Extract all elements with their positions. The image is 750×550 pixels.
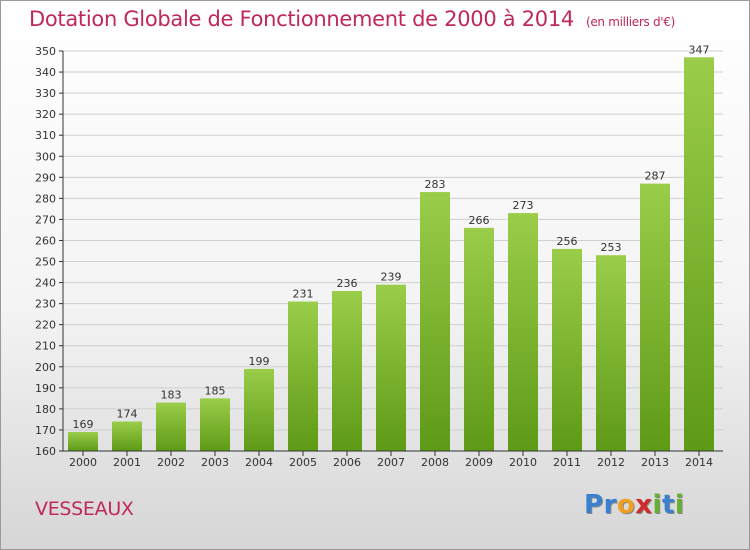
bars: 169 174 183 185 199 231 236 239 283 266 273 256 253 2… bbox=[68, 43, 714, 452]
x-tick-label: 2013 bbox=[641, 456, 669, 469]
bar bbox=[508, 213, 538, 451]
data-label: 283 bbox=[425, 178, 446, 191]
y-tick-label: 200 bbox=[35, 361, 56, 374]
y-tick-label: 320 bbox=[35, 108, 56, 121]
data-label: 273 bbox=[513, 199, 534, 212]
bar bbox=[112, 421, 142, 451]
x-tick-label: 2001 bbox=[113, 456, 141, 469]
data-label: 236 bbox=[337, 277, 358, 290]
x-tick-label: 2003 bbox=[201, 456, 229, 469]
data-label: 287 bbox=[645, 170, 666, 183]
data-label: 347 bbox=[689, 43, 710, 56]
data-label: 169 bbox=[73, 418, 94, 431]
x-tick-label: 2007 bbox=[377, 456, 405, 469]
bar bbox=[464, 227, 494, 451]
logo-letter: P bbox=[584, 490, 604, 520]
unit-note: (en milliers d'€) bbox=[585, 15, 675, 29]
y-tick-label: 230 bbox=[35, 298, 56, 311]
data-label: 239 bbox=[381, 271, 402, 284]
x-tick-label: 2005 bbox=[289, 456, 317, 469]
bar bbox=[200, 398, 230, 451]
bar bbox=[684, 57, 714, 451]
data-label: 231 bbox=[293, 288, 314, 301]
y-tick-label: 270 bbox=[35, 213, 56, 226]
y-tick-label: 290 bbox=[35, 171, 56, 184]
y-tick-label: 180 bbox=[35, 403, 56, 416]
y-tick-label: 350 bbox=[35, 45, 56, 58]
x-tick-label: 2006 bbox=[333, 456, 361, 469]
title-text: Dotation Globale de Fonctionnement de 20… bbox=[29, 7, 574, 31]
data-label: 199 bbox=[249, 355, 270, 368]
data-label: 253 bbox=[601, 241, 622, 254]
y-tick-label: 210 bbox=[35, 340, 56, 353]
y-tick-label: 250 bbox=[35, 256, 56, 269]
x-tick-label: 2004 bbox=[245, 456, 273, 469]
x-tick-label: 2010 bbox=[509, 456, 537, 469]
x-axis: 2000 2001 2002 2003 2004 2005 2006 2007 2008 2009… bbox=[63, 450, 723, 469]
y-tick-label: 260 bbox=[35, 234, 56, 247]
data-label: 174 bbox=[117, 408, 138, 421]
logo-letter: x bbox=[635, 490, 653, 520]
logo-letter: t bbox=[661, 490, 675, 520]
y-tick-label: 280 bbox=[35, 192, 56, 205]
data-label: 185 bbox=[205, 384, 226, 397]
logo-letter: o bbox=[616, 490, 636, 520]
y-tick-label: 170 bbox=[35, 424, 56, 437]
bar bbox=[552, 248, 582, 451]
logo-letter: i bbox=[674, 490, 685, 520]
y-tick-label: 310 bbox=[35, 129, 56, 142]
proxiti-logo[interactable]: Proxiti bbox=[584, 490, 684, 520]
y-tick-label: 300 bbox=[35, 150, 56, 163]
y-tick-label: 160 bbox=[35, 445, 56, 458]
data-label: 266 bbox=[469, 214, 490, 227]
logo-letter: i bbox=[652, 490, 662, 520]
commune-name: VESSEAUX bbox=[35, 498, 134, 520]
chart-title: Dotation Globale de Fonctionnement de 20… bbox=[29, 7, 675, 31]
x-tick-label: 2002 bbox=[157, 456, 185, 469]
bar bbox=[376, 284, 406, 451]
bar bbox=[420, 192, 450, 452]
bar bbox=[332, 291, 362, 451]
x-tick-label: 2012 bbox=[597, 456, 625, 469]
logo-letter: r bbox=[603, 490, 617, 520]
y-axis: 160 170 180 190 200 210 220 230 240 250 260 270 280 2… bbox=[35, 45, 64, 458]
x-tick-label: 2014 bbox=[685, 456, 713, 469]
data-label: 183 bbox=[161, 389, 182, 402]
bar bbox=[156, 402, 186, 451]
y-tick-label: 190 bbox=[35, 382, 56, 395]
bar bbox=[288, 301, 318, 451]
x-tick-label: 2008 bbox=[421, 456, 449, 469]
x-tick-label: 2000 bbox=[69, 456, 97, 469]
x-tick-label: 2011 bbox=[553, 456, 581, 469]
bar bbox=[596, 255, 626, 451]
x-tick-label: 2009 bbox=[465, 456, 493, 469]
data-label: 256 bbox=[557, 235, 578, 248]
bar bbox=[640, 183, 670, 451]
bar bbox=[68, 432, 98, 451]
y-tick-label: 340 bbox=[35, 66, 56, 79]
y-tick-label: 330 bbox=[35, 87, 56, 100]
y-tick-label: 220 bbox=[35, 319, 56, 332]
y-tick-label: 240 bbox=[35, 277, 56, 290]
bar bbox=[244, 368, 274, 451]
